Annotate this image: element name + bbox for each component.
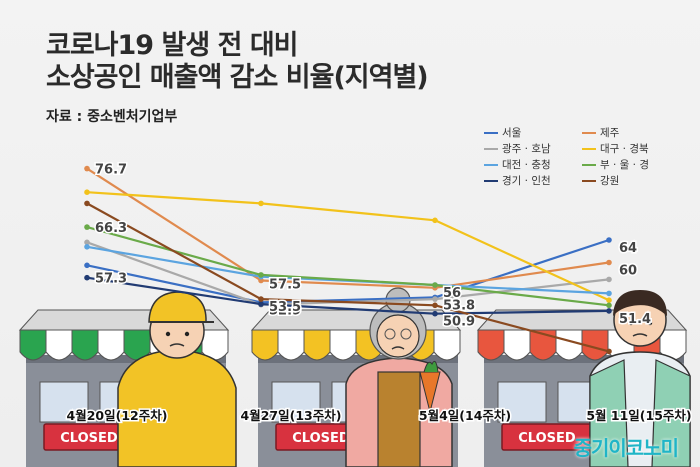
data-label: 76.7 — [95, 163, 127, 178]
data-point — [84, 200, 90, 207]
legend-swatch — [484, 163, 498, 166]
legend-label: 서울 — [502, 127, 522, 139]
legend-item: 경기 · 인천 — [484, 173, 551, 188]
data-point — [606, 237, 612, 243]
chart-source: 자료 : 중소벤처기업부 — [46, 109, 178, 125]
data-label: 57.3 — [95, 272, 127, 287]
data-point — [432, 296, 438, 302]
data-label: 50.9 — [443, 315, 475, 330]
chart-title-line-1: 코로나19 발생 전 대비 — [46, 30, 298, 61]
legend-item: 대구 · 경북 — [582, 141, 649, 156]
legend-label: 대전 · 충청 — [502, 159, 551, 171]
data-point — [606, 276, 612, 283]
data-point — [606, 297, 612, 304]
series-path — [86, 191, 610, 302]
x-axis-labels: 4월20일(12주차) 4월27일(13주차) 5월4일(14주차) 5월 11일(1… — [65, 407, 693, 425]
data-point — [84, 274, 90, 281]
legend-item: 서울 — [484, 125, 521, 140]
data-label: 64 — [619, 241, 637, 256]
series-line — [84, 165, 612, 291]
legend-swatch — [484, 147, 498, 150]
legend-swatch — [582, 131, 596, 134]
series-line — [84, 274, 612, 317]
person-cap-illustration — [117, 291, 237, 467]
data-point — [606, 259, 612, 266]
data-point — [84, 189, 90, 195]
series-path — [86, 276, 610, 315]
data-label: 56 — [443, 286, 461, 301]
data-label: 66.3 — [95, 221, 127, 236]
legend-item: 제주 — [582, 125, 619, 140]
legend-swatch — [582, 147, 596, 150]
chart-title: 코로나19 발생 전 대비 소상공인 매출액 감소 비율(지역별) — [46, 30, 429, 94]
legend-label: 광주 · 호남 — [502, 143, 551, 155]
legend-swatch — [582, 179, 596, 182]
data-point — [258, 301, 264, 307]
closed-sign-text: CLOSED — [292, 431, 350, 446]
legend-item: 부 · 울 · 경 — [582, 157, 649, 172]
chart-title-line-2: 소상공인 매출액 감소 비율(지역별) — [46, 62, 429, 93]
data-point — [432, 217, 438, 224]
legend-swatch — [484, 179, 498, 182]
person-grandma-illustration — [345, 287, 453, 467]
closed-sign: CLOSED — [43, 423, 135, 451]
data-point — [606, 308, 612, 314]
legend-label: 경기 · 인천 — [502, 175, 551, 187]
data-point — [606, 302, 612, 309]
data-label: 51.4 — [619, 312, 651, 327]
legend-label: 제주 — [600, 127, 620, 139]
data-label: 53.8 — [443, 298, 475, 313]
legend-item: 강원 — [582, 173, 619, 188]
data-point — [432, 302, 438, 309]
legend-label: 강원 — [600, 175, 620, 187]
series-line — [84, 200, 612, 355]
x-tick-label: 4월20일(12주차) — [67, 408, 168, 423]
legend-item: 대전 · 충청 — [484, 157, 551, 172]
legend-item: 광주 · 호남 — [484, 141, 551, 156]
legend-swatch — [582, 163, 596, 166]
person-vest-illustration — [589, 290, 691, 467]
series-path — [86, 167, 610, 289]
data-point — [84, 262, 90, 269]
data-point — [606, 290, 612, 297]
data-point — [606, 348, 612, 355]
data-point — [258, 272, 264, 278]
legend-swatch — [484, 131, 498, 134]
data-label: 52.9 — [269, 303, 301, 318]
background-illustrations: CLOSED CLOSED CLOSED — [18, 287, 691, 467]
series-path — [86, 202, 610, 353]
x-tick-label: 5월 11일(15주차) — [586, 408, 691, 423]
data-point — [84, 165, 90, 172]
watermark-logo: 중기이코노미 — [573, 436, 679, 460]
data-label: 53.5 — [269, 300, 301, 315]
data-point — [258, 277, 264, 284]
closed-sign-text: CLOSED — [60, 431, 118, 446]
legend-label: 대구 · 경북 — [600, 143, 649, 155]
data-point — [84, 244, 90, 250]
legend-label: 부 · 울 · 경 — [600, 159, 650, 171]
series-path — [86, 238, 610, 304]
data-point — [84, 224, 90, 230]
series-line — [84, 189, 612, 304]
data-point — [258, 296, 264, 302]
x-tick-label: 5월4일(14주차) — [419, 408, 511, 423]
series-lines — [84, 165, 612, 355]
data-label: 57.5 — [269, 278, 301, 293]
data-point — [432, 282, 438, 288]
data-point — [84, 239, 90, 246]
closed-sign: CLOSED — [501, 423, 593, 451]
closed-sign-text: CLOSED — [518, 431, 576, 446]
data-point — [258, 200, 264, 207]
closed-sign: CLOSED — [275, 423, 367, 451]
x-tick-label: 4월27일(13주차) — [241, 408, 342, 423]
data-point — [432, 310, 438, 317]
data-label: 60 — [619, 264, 637, 279]
